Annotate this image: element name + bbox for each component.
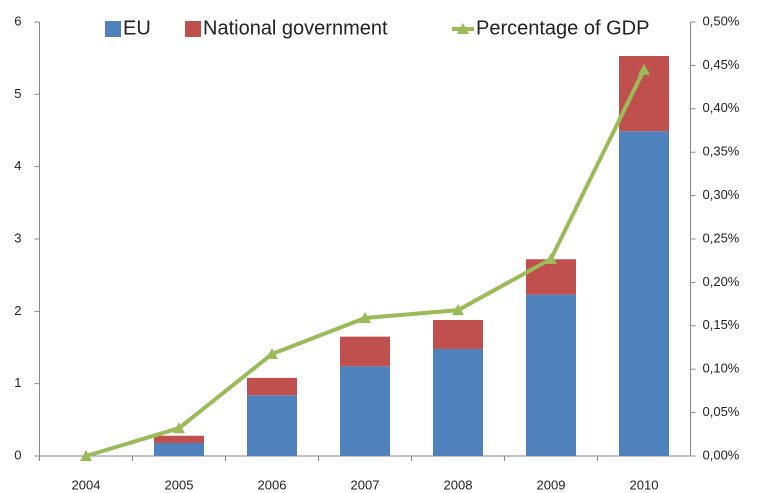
y2-tick-label: 0,00% bbox=[703, 447, 740, 462]
y2-tick-label: 0,10% bbox=[703, 361, 740, 376]
legend-swatch bbox=[105, 21, 121, 37]
legend-label: EU bbox=[123, 17, 151, 39]
line-marker bbox=[545, 252, 557, 264]
bar bbox=[433, 320, 483, 349]
y2-tick-label: 0,35% bbox=[703, 144, 740, 159]
line-marker bbox=[266, 348, 278, 360]
bar bbox=[340, 366, 390, 456]
y-tick-label: 0 bbox=[14, 447, 21, 462]
y-tick-label: 2 bbox=[14, 303, 21, 318]
y2-tick-label: 0,20% bbox=[703, 274, 740, 289]
x-tick-label: 2007 bbox=[351, 477, 380, 492]
y-tick-label: 3 bbox=[14, 230, 21, 245]
y-tick-label: 5 bbox=[14, 86, 21, 101]
x-tick-label: 2004 bbox=[72, 477, 101, 492]
x-tick-label: 2008 bbox=[444, 477, 473, 492]
bar bbox=[619, 131, 669, 456]
x-tick-label: 2006 bbox=[258, 477, 287, 492]
y2-tick-label: 0,15% bbox=[703, 317, 740, 332]
y2-tick-label: 0,25% bbox=[703, 230, 740, 245]
line-marker bbox=[80, 450, 92, 461]
legend-marker bbox=[457, 23, 469, 34]
y2-tick-label: 0,40% bbox=[703, 100, 740, 115]
x-tick-label: 2005 bbox=[165, 477, 194, 492]
line-marker bbox=[173, 422, 185, 434]
y-tick-label: 1 bbox=[14, 375, 21, 390]
bar bbox=[433, 348, 483, 456]
x-tick-label: 2010 bbox=[630, 477, 659, 492]
y2-tick-label: 0,30% bbox=[703, 187, 740, 202]
line-marker bbox=[638, 63, 650, 75]
line-marker bbox=[452, 304, 464, 316]
y2-tick-label: 0,45% bbox=[703, 57, 740, 72]
y2-tick-label: 0,50% bbox=[703, 13, 740, 28]
bar bbox=[247, 377, 297, 396]
bar bbox=[154, 442, 204, 456]
line-marker bbox=[359, 311, 371, 323]
x-tick-label: 2009 bbox=[537, 477, 566, 492]
legend-swatch bbox=[185, 21, 201, 37]
legend-label: Percentage of GDP bbox=[476, 17, 649, 39]
bar bbox=[526, 259, 576, 295]
bar bbox=[154, 435, 204, 443]
bar bbox=[247, 395, 297, 456]
legend-label: National government bbox=[203, 17, 388, 39]
y-tick-label: 6 bbox=[14, 13, 21, 28]
y2-tick-label: 0,05% bbox=[703, 404, 740, 419]
bar bbox=[340, 336, 390, 367]
y-tick-label: 4 bbox=[14, 158, 21, 173]
bar bbox=[526, 294, 576, 456]
